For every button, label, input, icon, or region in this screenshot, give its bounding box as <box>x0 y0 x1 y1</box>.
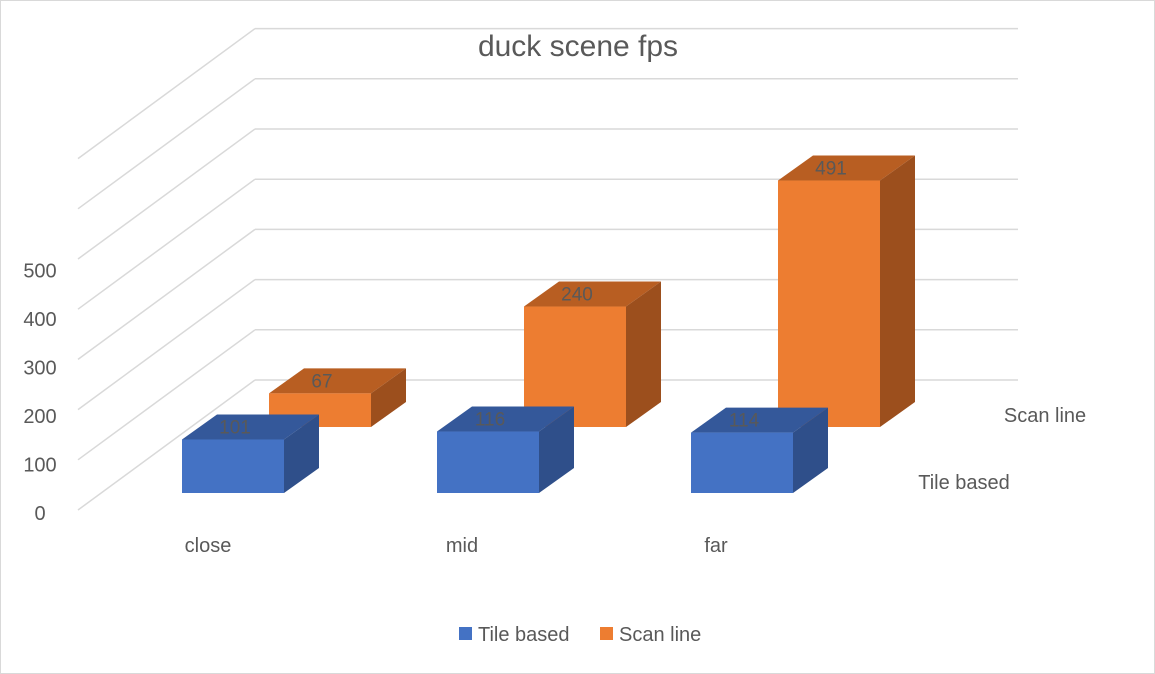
data-label: 491 <box>815 159 847 180</box>
bar-tile-based-mid: 116 <box>437 406 574 493</box>
bar-front-face <box>182 439 284 493</box>
gridline-diagonal <box>77 329 256 461</box>
x-tick-label: far <box>704 535 728 557</box>
bar-front-face <box>691 432 793 493</box>
bar-top-face <box>182 414 319 440</box>
y-tick-label: 0 <box>34 503 45 525</box>
x-tick-label: mid <box>446 535 478 557</box>
bar-front-face <box>778 180 880 427</box>
bar-side-face <box>539 406 574 493</box>
bar-side-face <box>626 281 661 427</box>
data-label: 67 <box>311 371 332 392</box>
bar-side-face <box>880 155 915 427</box>
gridline-diagonal <box>77 278 256 411</box>
gridline-diagonal <box>77 228 256 361</box>
chart-title: duck scene fps <box>478 30 678 63</box>
bar-top-face <box>524 281 661 307</box>
bar-side-face <box>284 414 319 493</box>
legend-label-scan-line: Scan line <box>619 624 701 646</box>
gridline-diagonal <box>77 178 256 310</box>
legend-swatch-scan-line <box>600 627 613 640</box>
x-tick-label: close <box>185 535 232 557</box>
bar-side-face <box>371 368 406 427</box>
gridline-diagonal <box>77 27 256 160</box>
bar-scan-line-close: 67 <box>269 368 406 427</box>
x-axis: close mid far <box>185 535 728 557</box>
bar-top-face <box>269 368 406 394</box>
gridline-diagonal <box>77 379 256 511</box>
bar-tile-based-far: 114 <box>691 407 828 493</box>
legend: Tile based Scan line <box>459 624 701 646</box>
y-axis: 0 100 200 300 400 500 <box>23 261 56 526</box>
gridline-diagonal <box>77 78 256 210</box>
data-label: 240 <box>561 285 593 306</box>
y-tick-label: 300 <box>23 358 56 380</box>
bar-top-face <box>691 407 828 433</box>
y-tick-label: 100 <box>23 455 56 477</box>
data-label: 114 <box>729 411 760 432</box>
bar-scan-line-far: 491 <box>778 155 915 427</box>
data-label: 101 <box>219 417 251 438</box>
depth-label-tile-based: Tile based <box>918 472 1010 494</box>
bar-top-face <box>778 155 915 181</box>
legend-swatch-tile-based <box>459 627 472 640</box>
bar-top-face <box>437 406 574 432</box>
bar-side-face <box>793 407 828 493</box>
y-tick-label: 400 <box>23 309 56 331</box>
y-tick-label: 500 <box>23 261 56 283</box>
depth-axis-labels: Tile based Scan line <box>918 405 1086 494</box>
gridline-diagonal <box>77 128 256 260</box>
legend-label-tile-based: Tile based <box>478 624 570 646</box>
depth-label-scan-line: Scan line <box>1004 405 1086 427</box>
series-scan-line: 67 240 491 <box>269 155 915 427</box>
data-label: 116 <box>475 410 505 431</box>
bar-scan-line-mid: 240 <box>524 281 661 427</box>
bar-front-face <box>437 431 539 493</box>
bar-tile-based-close: 101 <box>182 414 319 493</box>
y-tick-label: 200 <box>23 406 56 428</box>
series-tile-based: 101 116 114 <box>182 406 828 493</box>
